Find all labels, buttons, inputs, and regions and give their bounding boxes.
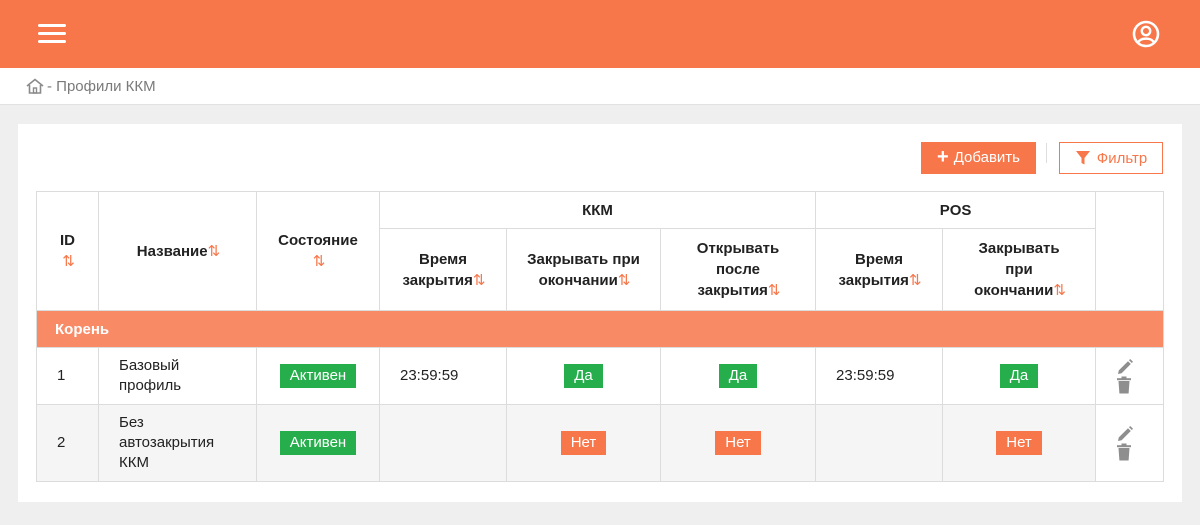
table-row[interactable]: 2 Без автозакрытия ККМ Активен Нет Нет Н…	[36, 404, 1165, 482]
cell-pos-close-on-end: Да	[942, 347, 1097, 405]
table-row[interactable]: 1 Базовый профиль Активен 23:59:59 Да Да…	[36, 347, 1165, 405]
status-badge: Активен	[279, 431, 357, 455]
col-actions-header	[1095, 191, 1165, 311]
no-badge: Нет	[715, 431, 761, 455]
no-badge: Нет	[560, 431, 607, 455]
row-name: Базовый профиль	[119, 357, 182, 394]
group-row: Корень	[35, 310, 1165, 348]
breadcrumb-current: - Профили ККМ	[47, 78, 156, 95]
row-name: Без автозакрытия ККМ	[119, 414, 215, 471]
edit-pencil-icon[interactable]	[1116, 358, 1134, 376]
cell-kkm-open-after-close: Нет	[659, 404, 817, 482]
delete-trash-icon[interactable]	[1116, 443, 1132, 461]
col-pos-close-time-header[interactable]: Время закрытия⇅	[815, 228, 944, 311]
cell-pos-close-time	[815, 404, 944, 482]
cell-actions	[1095, 404, 1165, 482]
edit-pencil-icon[interactable]	[1116, 425, 1134, 443]
cell-kkm-close-on-end: Да	[506, 347, 661, 405]
filter-button-label: Фильтр	[1096, 149, 1148, 167]
col-kkm-close-on-end-header[interactable]: Закрывать при окончании⇅	[506, 228, 661, 311]
cell-kkm-close-time: 23:59:59	[379, 347, 507, 405]
filter-button[interactable]: Фильтр	[1059, 142, 1163, 174]
col-kkm-open-after-close-label: Открывать после закрытия	[696, 240, 780, 299]
sort-icon[interactable]: ⇅	[617, 271, 631, 289]
user-circle-icon[interactable]	[1131, 19, 1161, 49]
breadcrumb: - Профили ККМ	[0, 68, 1200, 105]
hamburger-menu-icon[interactable]	[38, 22, 66, 44]
col-state-header[interactable]: Состояние ⇅	[256, 191, 380, 311]
cell-actions	[1095, 347, 1165, 405]
status-badge: Активен	[279, 364, 357, 388]
top-bar	[0, 0, 1200, 68]
add-button-label: Добавить	[953, 149, 1020, 166]
col-kkm-close-on-end-label: Закрывать при окончании	[527, 250, 640, 289]
cell-id: 1	[36, 347, 99, 405]
sort-icon[interactable]: ⇅	[767, 282, 781, 299]
kkm-group-header: ККМ	[378, 191, 817, 229]
home-icon[interactable]	[26, 78, 44, 94]
cell-name: Базовый профиль	[98, 347, 257, 405]
col-name-header[interactable]: Название⇅	[98, 191, 257, 311]
no-badge: Нет	[996, 431, 1042, 455]
yes-badge: Да	[718, 364, 758, 388]
col-pos-close-on-end-label: Закрывать при окончании	[974, 240, 1060, 299]
col-kkm-close-time-header[interactable]: Время закрытия⇅	[379, 228, 507, 311]
yes-badge: Да	[999, 364, 1039, 388]
cell-kkm-close-time	[379, 404, 507, 482]
toolbar-divider	[1046, 143, 1047, 163]
cell-kkm-close-on-end: Нет	[506, 404, 661, 482]
sort-icon[interactable]: ⇅	[472, 271, 486, 289]
col-id-label: ID	[60, 232, 75, 249]
cell-kkm-open-after-close: Да	[659, 347, 817, 405]
cell-name: Без автозакрытия ККМ	[98, 404, 257, 482]
sort-icon[interactable]: ⇅	[312, 253, 326, 270]
add-button[interactable]: + Добавить	[921, 142, 1036, 174]
cell-state: Активен	[256, 347, 380, 405]
cell-state: Активен	[256, 404, 380, 482]
sort-icon[interactable]: ⇅	[207, 242, 221, 260]
sort-icon[interactable]: ⇅	[908, 271, 922, 289]
col-kkm-close-time-label: Время закрытия	[402, 250, 473, 289]
cell-id: 2	[36, 404, 99, 482]
group-label: Корень	[35, 310, 1165, 348]
kkm-profiles-table: ID ⇅ Название⇅ Состояние ⇅ ККМ POS Время…	[35, 191, 1165, 482]
col-id-header[interactable]: ID ⇅	[36, 191, 99, 311]
pos-group-header: POS	[815, 191, 1097, 229]
col-kkm-open-after-close-header[interactable]: Открывать после закрытия⇅	[659, 228, 817, 311]
cell-pos-close-on-end: Нет	[942, 404, 1097, 482]
filter-funnel-icon	[1075, 151, 1090, 165]
col-pos-close-on-end-header[interactable]: Закрывать при окончании⇅	[942, 228, 1097, 311]
sort-icon[interactable]: ⇅	[1053, 282, 1066, 299]
sort-icon[interactable]: ⇅	[62, 253, 75, 270]
col-state-label: Состояние	[278, 232, 358, 249]
yes-badge: Да	[564, 364, 603, 388]
delete-trash-icon[interactable]	[1116, 376, 1132, 394]
cell-pos-close-time: 23:59:59	[815, 347, 944, 405]
plus-icon: +	[937, 146, 949, 168]
col-pos-close-time-label: Время закрытия	[838, 250, 909, 289]
col-name-label: Название	[136, 242, 208, 260]
